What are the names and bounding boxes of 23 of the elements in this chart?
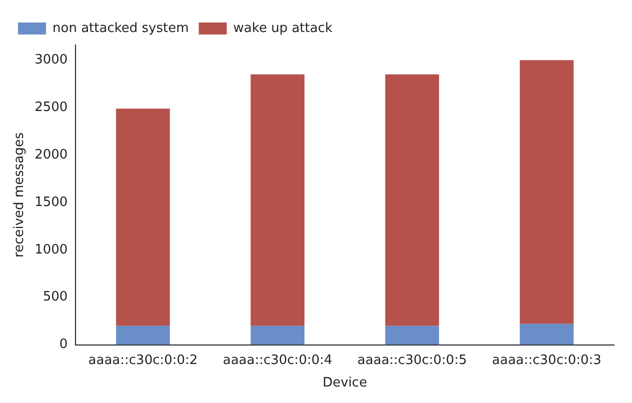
bar (385, 326, 440, 345)
x-axis-title: Device (322, 376, 368, 391)
y-tick-label: 3000 (34, 52, 68, 68)
x-tick-label: aaaa::c30c:0:0:5 (357, 352, 467, 368)
bar (116, 108, 170, 326)
y-tick-label: 0 (59, 337, 68, 352)
bar (116, 326, 170, 345)
bar (520, 324, 574, 345)
x-tick-label: aaaa::c30c:0:0:2 (88, 352, 198, 368)
legend-label: wake up attack (233, 20, 333, 36)
y-tick-label: 500 (42, 290, 68, 305)
y-tick-label: 1500 (34, 194, 68, 210)
y-axis-title: received messages (12, 132, 28, 258)
x-tick-label: aaaa::c30c:0:0:4 (222, 352, 332, 368)
x-tick-label: aaaa::c30c:0:0:3 (492, 352, 602, 368)
y-tick-label: 1000 (34, 242, 68, 258)
y-tick-label: 2000 (34, 147, 68, 162)
bar (520, 60, 574, 324)
bar (250, 74, 304, 326)
y-tick-label: 2500 (34, 100, 68, 115)
legend-label: non attacked system (52, 20, 189, 36)
bar (250, 326, 304, 345)
bar (385, 74, 440, 326)
